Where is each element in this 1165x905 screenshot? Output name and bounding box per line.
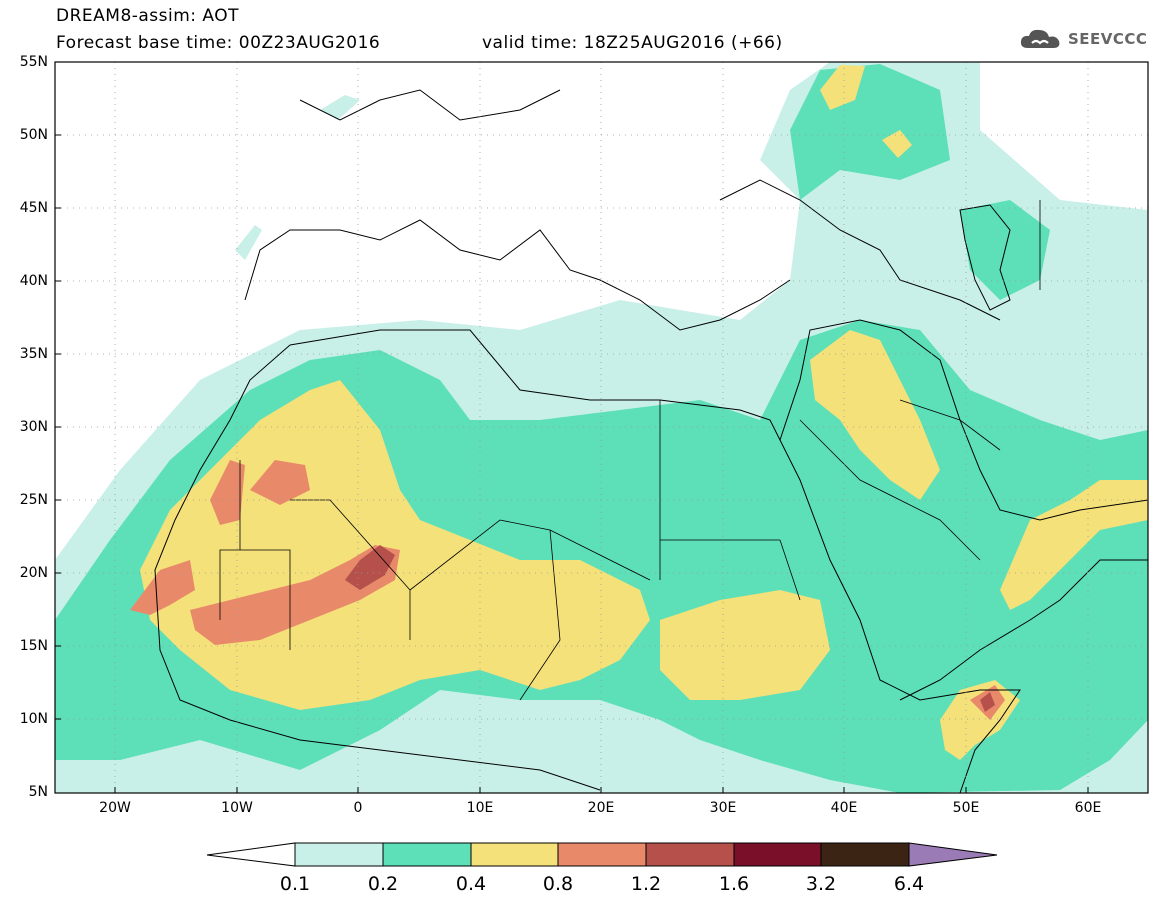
legend-value: 1.6: [718, 873, 750, 895]
lat-label: 55N: [19, 54, 48, 70]
lat-label: 20N: [19, 565, 48, 581]
legend-swatch: [382, 842, 472, 867]
lon-label: 60E: [1074, 800, 1102, 816]
aot-band-0.1-patch: [235, 225, 262, 260]
lon-label: 20E: [587, 800, 615, 816]
axis-ticks: [55, 61, 1089, 794]
lat-label: 50N: [19, 127, 48, 143]
lat-label: 5N: [28, 784, 48, 800]
lat-label: 35N: [19, 346, 48, 362]
caspian-coastline: [959, 204, 1011, 311]
lat-label: 15N: [19, 638, 48, 654]
aot-band-0.1-patch: [320, 95, 360, 120]
aot-contours: [55, 62, 1148, 793]
aot-band-0.8-west: [130, 560, 195, 615]
legend-swatch: [470, 842, 559, 867]
legend-value: 6.4: [893, 873, 925, 895]
africa-coastline: [154, 329, 1021, 793]
lon-label: 20W: [99, 800, 131, 816]
lat-label: 30N: [19, 419, 48, 435]
cloud-icon: [1020, 29, 1060, 48]
aot-band-0.4-iraq: [810, 330, 940, 500]
legend-arrow-low: [206, 842, 296, 867]
lon-label: 10E: [466, 800, 494, 816]
legend-value: 1.2: [630, 873, 662, 895]
aot-band-1.2-yemen: [980, 692, 995, 712]
lat-label: 10N: [19, 711, 48, 727]
country-borders: [219, 200, 1041, 701]
legend-swatch: [294, 842, 384, 867]
lat-label: 40N: [19, 273, 48, 289]
legend-value: 0.4: [455, 873, 487, 895]
aot-band-0.4-russia: [882, 130, 912, 158]
map-title: DREAM8-assim: AOT: [56, 6, 240, 26]
aot-band-0.4-oman: [1000, 480, 1148, 610]
legend-value: 0.8: [542, 873, 574, 895]
gridlines: [55, 62, 1148, 793]
logo-text: SEEVCCC: [1068, 30, 1148, 48]
legend-swatch: [733, 842, 822, 867]
forecast-base-time: Forecast base time: 00Z23AUG2016: [56, 33, 381, 53]
legend-swatch: [557, 842, 647, 867]
aot-band-0.8: [190, 545, 400, 645]
legend-value: 0.2: [367, 873, 399, 895]
legend-value: 0.1: [279, 873, 311, 895]
lat-label: 25N: [19, 492, 48, 508]
coastlines: [154, 89, 1148, 793]
aot-band-0.8-north: [250, 460, 310, 505]
valid-time: valid time: 18Z25AUG2016 (+66): [482, 33, 783, 53]
legend-swatch: [820, 842, 910, 867]
arabia-coastline: [779, 319, 1148, 701]
lon-label: 0: [353, 800, 363, 816]
legend-arrow-high: [908, 842, 998, 867]
color-legend: [206, 842, 998, 867]
legend-swatch: [645, 842, 735, 867]
lon-label: 50E: [952, 800, 980, 816]
legend-value: 3.2: [805, 873, 837, 895]
seevccc-logo: SEEVCCC: [1018, 26, 1147, 52]
aot-band-1.2: [345, 545, 395, 590]
aot-band-0.8-sahara: [210, 460, 245, 525]
europe-coastline: [244, 89, 1001, 331]
aot-band-0.4-ukraine: [820, 65, 865, 110]
aot-band-0.4-sudan: [660, 590, 830, 700]
lon-label: 30E: [709, 800, 737, 816]
lon-label: 10W: [221, 800, 253, 816]
lat-label: 45N: [19, 200, 48, 216]
lon-label: 40E: [830, 800, 858, 816]
